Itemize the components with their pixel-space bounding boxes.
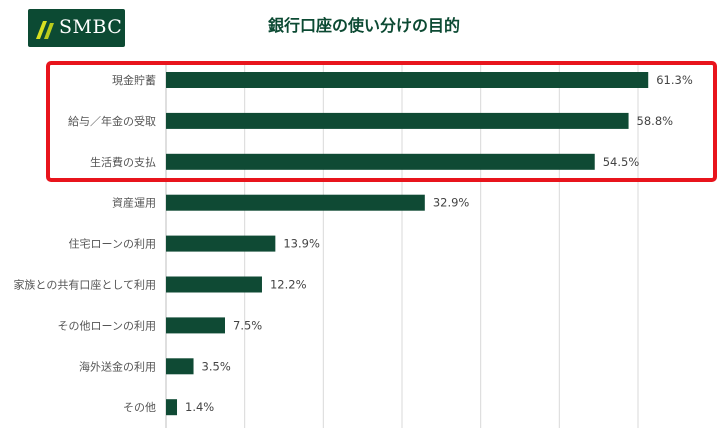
chart-title: 銀行口座の使い分けの目的 <box>267 16 460 35</box>
category-label: 住宅ローンの利用 <box>69 237 156 251</box>
category-label: その他ローンの利用 <box>58 319 156 332</box>
smbc-logo: SMBC <box>28 9 125 47</box>
value-label: 58.8% <box>637 114 674 128</box>
category-label: その他 <box>123 401 156 414</box>
category-label: 給与／年金の受取 <box>68 114 156 128</box>
value-labels: 61.3% 58.8% 54.5% 32.9% 13.9% 12.2% 7.5% 3.5% 1.… <box>185 73 693 414</box>
value-label: 13.9% <box>283 237 320 251</box>
category-label: 海外送金の利用 <box>79 359 156 373</box>
value-label: 7.5% <box>233 318 262 332</box>
value-label: 54.5% <box>603 155 640 169</box>
value-label: 32.9% <box>433 196 470 210</box>
highlight-box <box>46 61 717 182</box>
bars <box>166 72 649 416</box>
bar <box>166 194 425 211</box>
bar <box>166 399 178 416</box>
category-labels: 現金貯蓄給与／年金の受取生活費の支払資産運用住宅ローンの利用家族との共有口座とし… <box>13 73 156 414</box>
category-label: 現金貯蓄 <box>112 73 156 87</box>
bar <box>166 112 629 129</box>
bar <box>166 358 194 375</box>
value-label: 1.4% <box>185 400 214 414</box>
bar <box>166 317 225 334</box>
bar <box>166 276 262 293</box>
value-label: 12.2% <box>270 278 307 292</box>
bar <box>166 235 276 252</box>
smbc-leaf-icon <box>36 21 54 39</box>
category-label: 資産運用 <box>112 197 156 210</box>
bar <box>166 72 649 88</box>
value-label: 61.3% <box>656 73 693 87</box>
category-label: 家族との共有口座として利用 <box>13 278 156 292</box>
logo-text: SMBC <box>59 16 123 38</box>
category-label: 生活費の支払 <box>90 155 156 169</box>
bar <box>166 153 595 170</box>
value-label: 3.5% <box>202 359 231 373</box>
